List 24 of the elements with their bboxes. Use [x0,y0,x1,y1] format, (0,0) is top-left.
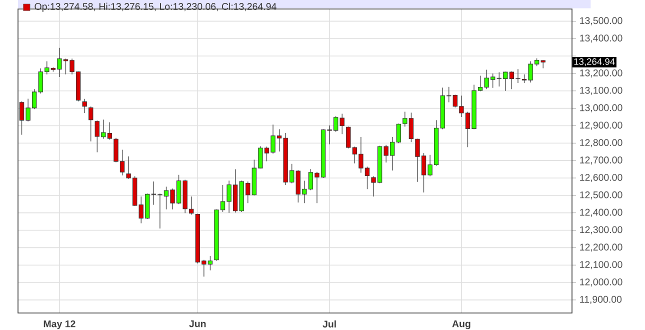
x-tick-label: Jul [322,320,336,328]
y-tick-label: 12,200.00 [580,244,622,252]
y-tick-label: 12,600.00 [580,174,622,182]
candlestick [82,98,87,114]
y-tick-label: 12,000.00 [580,278,622,287]
x-tick-label: Aug [452,320,470,330]
text: 13,264.94 [574,58,615,66]
y-tick-label: 13,100.00 [580,86,622,95]
y-tick-label: 12,800.00 [580,139,622,148]
y-tick-label: 12,900.00 [580,122,622,130]
x-tick-label: May 12 [44,320,76,330]
y-tick-label: 13,500.00 [580,17,622,26]
y-tick-label: 12,400.00 [580,208,622,217]
y-tick-label: 13,400.00 [580,34,622,43]
y-tick-label: 12,700.00 [580,156,622,165]
x-tick-label: Jun [189,320,206,328]
y-tick-label: 13,200.00 [580,69,622,78]
y-tick-label: 11,900.00 [580,296,622,304]
y-tick-label: 12,100.00 [580,261,622,270]
candlestick [88,106,94,142]
y-tick-label: 13,000.00 [580,104,622,112]
y-tick-label: 12,500.00 [580,191,622,200]
y-tick-label: 12,300.00 [580,226,622,234]
candlestick [189,196,194,215]
